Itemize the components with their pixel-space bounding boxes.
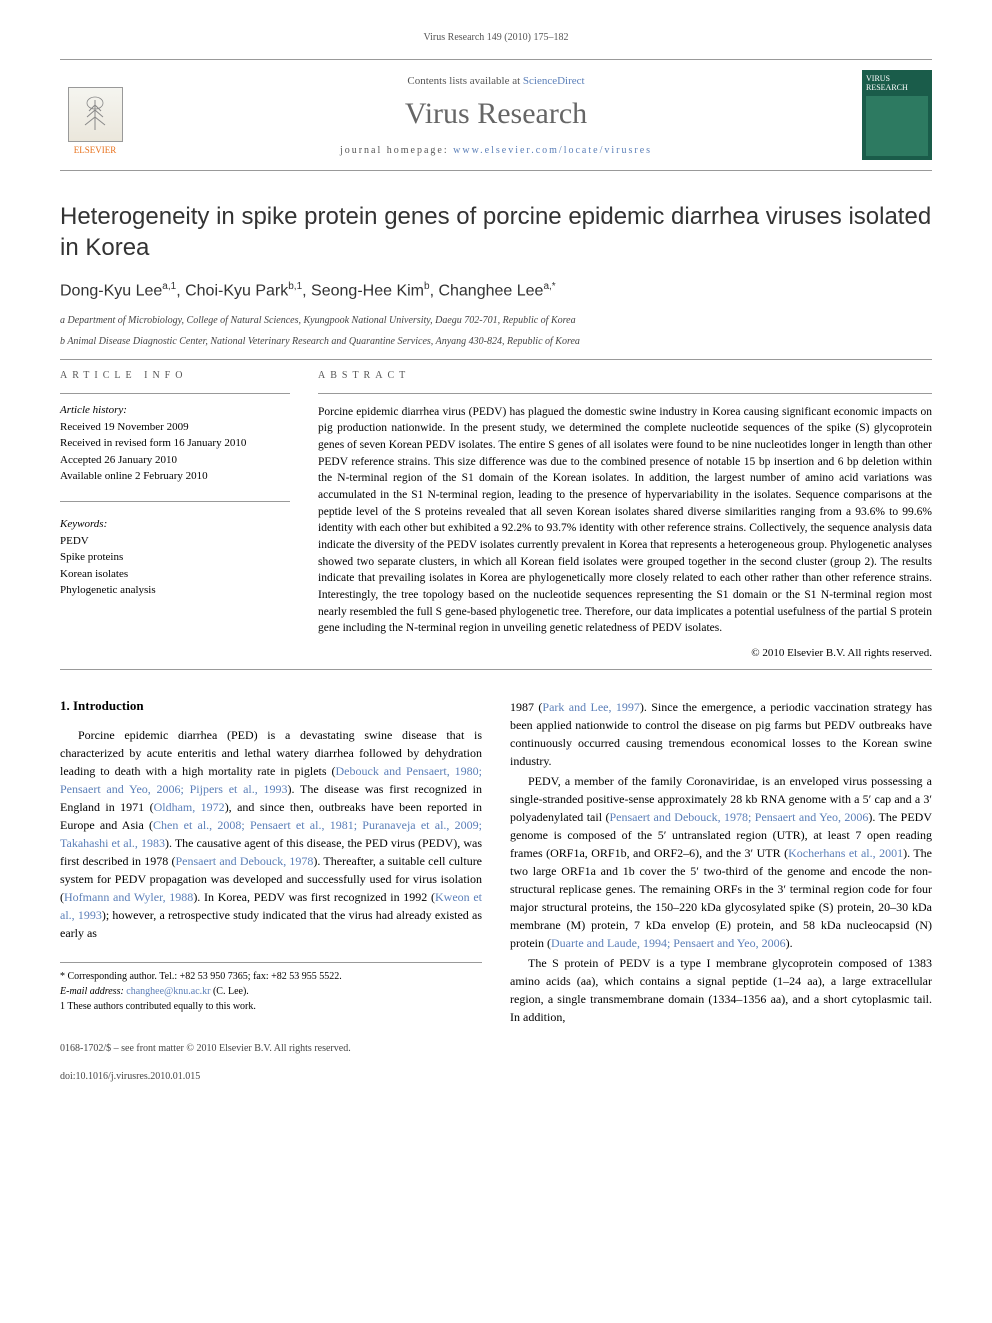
footer-issn: 0168-1702/$ – see front matter © 2010 El… xyxy=(60,1042,932,1056)
email-label: E-mail address: xyxy=(60,986,126,997)
footer-doi: doi:10.1016/j.virusres.2010.01.015 xyxy=(60,1070,932,1084)
body-text: ). In Korea, PEDV was first recognized i… xyxy=(193,890,435,904)
abstract-text: Porcine epidemic diarrhea virus (PEDV) h… xyxy=(318,404,932,637)
sd-prefix: Contents lists available at xyxy=(407,75,522,87)
affiliation-a: a Department of Microbiology, College of… xyxy=(60,313,932,328)
cover-label: VIRUS RESEARCH xyxy=(866,74,928,92)
copyright-line: © 2010 Elsevier B.V. All rights reserved… xyxy=(318,647,932,659)
homepage-link[interactable]: www.elsevier.com/locate/virusres xyxy=(453,145,652,156)
body-text: ). xyxy=(786,936,793,950)
authors-line: Dong-Kyu Leea,1, Choi-Kyu Parkb,1, Seong… xyxy=(60,281,932,300)
divider xyxy=(60,393,290,394)
keyword: Phylogenetic analysis xyxy=(60,582,290,599)
email-link[interactable]: changhee@knu.ac.kr xyxy=(126,986,210,997)
citation-link[interactable]: Park and Lee, 1997 xyxy=(542,700,639,714)
journal-name: Virus Research xyxy=(130,97,862,131)
corresponding-author-note: * Corresponding author. Tel.: +82 53 950… xyxy=(60,969,482,984)
keyword: Spike proteins xyxy=(60,549,290,566)
body-paragraph: Porcine epidemic diarrhea (PED) is a dev… xyxy=(60,726,482,942)
divider xyxy=(60,359,932,360)
section-heading-intro: 1. Introduction xyxy=(60,698,482,714)
running-header: Virus Research 149 (2010) 175–182 xyxy=(60,32,932,43)
body-text: ); however, a retrospective study indica… xyxy=(60,908,482,940)
body-paragraph: The S protein of PEDV is a type I membra… xyxy=(510,954,932,1026)
email-line: E-mail address: changhee@knu.ac.kr (C. L… xyxy=(60,984,482,999)
divider xyxy=(60,669,932,670)
sciencedirect-link[interactable]: ScienceDirect xyxy=(523,75,585,87)
homepage-line: journal homepage: www.elsevier.com/locat… xyxy=(130,145,862,156)
history-online: Available online 2 February 2010 xyxy=(60,468,290,485)
divider xyxy=(318,393,932,394)
elsevier-tree-icon xyxy=(68,87,123,142)
history-received: Received 19 November 2009 xyxy=(60,419,290,436)
body-text: ). The two large ORF1a and 1b cover the … xyxy=(510,846,932,950)
journal-cover-thumb: VIRUS RESEARCH xyxy=(862,70,932,160)
history-head: Article history: xyxy=(60,404,290,416)
publisher-name: ELSEVIER xyxy=(74,145,117,155)
history-accepted: Accepted 26 January 2010 xyxy=(60,452,290,469)
article-title: Heterogeneity in spike protein genes of … xyxy=(60,201,932,263)
body-text: 1987 ( xyxy=(510,700,542,714)
journal-header-bar: ELSEVIER Contents lists available at Sci… xyxy=(60,59,932,171)
article-info-label: ARTICLE INFO xyxy=(60,370,290,381)
keywords-head: Keywords: xyxy=(60,518,290,530)
keyword: Korean isolates xyxy=(60,566,290,583)
citation-link[interactable]: Kocherhans et al., 2001 xyxy=(788,846,903,860)
history-revised: Received in revised form 16 January 2010 xyxy=(60,435,290,452)
abstract-label: ABSTRACT xyxy=(318,370,932,381)
citation-link[interactable]: Oldham, 1972 xyxy=(154,800,225,814)
citation-link[interactable]: Pensaert and Debouck, 1978 xyxy=(175,854,313,868)
cover-image-icon xyxy=(866,96,928,156)
homepage-prefix: journal homepage: xyxy=(340,145,453,156)
sciencedirect-line: Contents lists available at ScienceDirec… xyxy=(130,75,862,87)
citation-link[interactable]: Pensaert and Debouck, 1978; Pensaert and… xyxy=(609,810,868,824)
publisher-logo: ELSEVIER xyxy=(60,75,130,155)
equal-contribution-note: 1 These authors contributed equally to t… xyxy=(60,999,482,1014)
keyword: PEDV xyxy=(60,533,290,550)
email-suffix: (C. Lee). xyxy=(210,986,248,997)
affiliation-b: b Animal Disease Diagnostic Center, Nati… xyxy=(60,334,932,349)
citation-link[interactable]: Duarte and Laude, 1994; Pensaert and Yeo… xyxy=(551,936,786,950)
citation-link[interactable]: Hofmann and Wyler, 1988 xyxy=(64,890,193,904)
divider xyxy=(60,501,290,502)
body-paragraph: 1987 (Park and Lee, 1997). Since the eme… xyxy=(510,698,932,770)
body-paragraph: PEDV, a member of the family Coronavirid… xyxy=(510,772,932,952)
